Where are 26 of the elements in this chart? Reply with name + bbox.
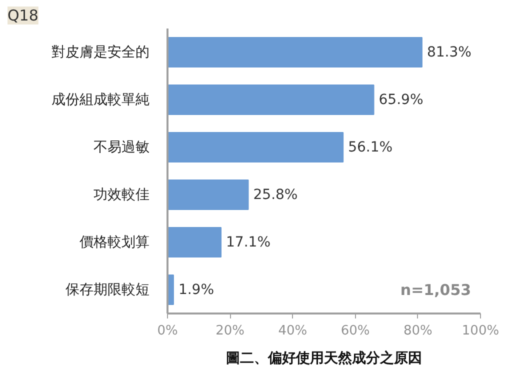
bar — [168, 180, 249, 210]
bar — [168, 37, 422, 68]
y-tick-label: 保存期限較短 — [66, 282, 150, 298]
data-label: 81.3% — [426, 44, 472, 60]
x-tick-label: 60% — [340, 324, 370, 338]
bar — [168, 227, 222, 258]
y-tick-label: 價格較划算 — [80, 234, 150, 250]
annotation: n=1,053 — [400, 280, 472, 299]
y-tick-label: 成份組成較單純 — [52, 92, 150, 108]
x-tick-label: 40% — [278, 324, 308, 338]
text: 圖二、偏好使用天然成分之原因 — [226, 350, 422, 366]
x-tick-label: 0% — [157, 324, 178, 338]
data-label: 65.9% — [378, 92, 424, 108]
x-tick-label: 100% — [462, 324, 500, 338]
data-label: 17.1% — [226, 234, 271, 250]
bar — [168, 84, 374, 115]
y-tick-label: 功效較佳 — [94, 186, 150, 203]
x-tick-label: 20% — [216, 324, 245, 338]
y-tick-label: 對皮膚是安全的 — [52, 44, 150, 60]
y-tick-label: 不易過敏 — [94, 139, 150, 156]
text: Q18 — [8, 6, 38, 24]
x-tick-label: 80% — [403, 324, 432, 338]
data-label: 56.1% — [348, 139, 393, 156]
data-label: 1.9% — [178, 282, 214, 298]
bar — [168, 132, 344, 162]
data-label: 25.8% — [253, 186, 298, 203]
